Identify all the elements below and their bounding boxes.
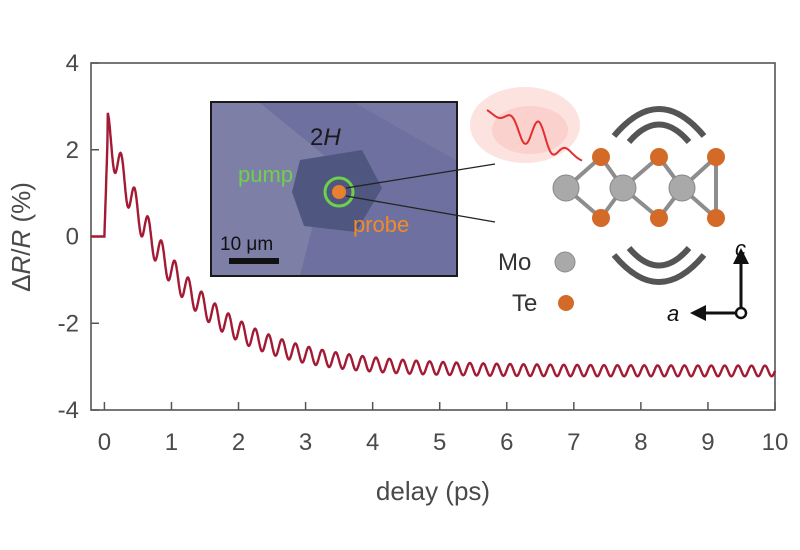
pulse-glow-inner <box>492 106 568 154</box>
x-tick-label: 3 <box>299 429 312 456</box>
te-atom <box>592 148 610 166</box>
zoom-line-bottom <box>345 195 496 223</box>
x-tick-label: 9 <box>701 429 714 456</box>
x-tick-label: 0 <box>98 429 111 456</box>
legend-te-label: Te <box>512 290 537 317</box>
a-axis-label: a <box>667 301 679 326</box>
y-tick-label: -2 <box>58 310 79 337</box>
x-tick-label: 6 <box>500 429 513 456</box>
y-tick-label: 2 <box>66 137 79 164</box>
inset-substrate-region <box>212 103 330 275</box>
light-pulse-wave <box>486 109 583 162</box>
x-tick-label: 8 <box>634 429 647 456</box>
mo-atom <box>609 174 637 202</box>
scale-bar <box>229 258 279 264</box>
y-tick-label: 0 <box>66 224 79 251</box>
phase-label: 2H <box>310 124 341 151</box>
probe-label: probe <box>353 212 409 237</box>
y-axis-label: ΔR/R (%) <box>6 182 36 292</box>
legend-mo-atom <box>554 251 576 273</box>
c-axis-label: c <box>735 236 746 261</box>
scale-bar-label: 10 μm <box>220 234 273 255</box>
te-atom <box>650 148 668 166</box>
vibration-arc-bottom-outer <box>611 253 707 285</box>
probe-spot <box>332 185 346 199</box>
vibration-arc-bottom-inner <box>626 245 692 269</box>
vibration-arc-top-outer <box>611 106 707 138</box>
mo-atom <box>552 174 580 202</box>
legend-te-atom <box>558 295 574 311</box>
x-tick-label: 1 <box>165 429 178 456</box>
legend-mo-label: Mo <box>498 249 531 276</box>
atoms <box>552 148 725 227</box>
x-tick-label: 5 <box>433 429 446 456</box>
inset-flake-edge <box>355 103 456 160</box>
y-tick-label: 4 <box>66 50 79 77</box>
te-atom <box>650 209 668 227</box>
te-atom <box>592 209 610 227</box>
pulse-glow <box>470 87 580 163</box>
pump-label: pump <box>238 162 293 187</box>
pump-spot <box>323 176 355 208</box>
mo-atom <box>668 174 696 202</box>
series-line <box>91 112 777 378</box>
c-axis-arrowhead <box>733 248 749 264</box>
x-axis-label: delay (ps) <box>376 476 490 506</box>
y-tick-label: -4 <box>58 397 79 424</box>
x-tick-label: 10 <box>762 429 789 456</box>
a-axis-arrowhead <box>690 305 706 321</box>
inset-micrograph: 2H pump probe 10 μm <box>210 101 496 277</box>
x-tick-label: 7 <box>567 429 580 456</box>
axis-origin <box>734 306 748 320</box>
te-atom <box>707 209 725 227</box>
x-axis: 0 1 2 3 4 5 6 7 8 9 10 <box>98 402 789 456</box>
vibration-arc-top-inner <box>626 121 692 145</box>
crystal-schematic: Mo Te c a <box>470 87 749 326</box>
te-atom <box>707 148 725 166</box>
zoom-line-top <box>345 163 496 189</box>
x-tick-label: 4 <box>366 429 379 456</box>
x-tick-label: 2 <box>232 429 245 456</box>
